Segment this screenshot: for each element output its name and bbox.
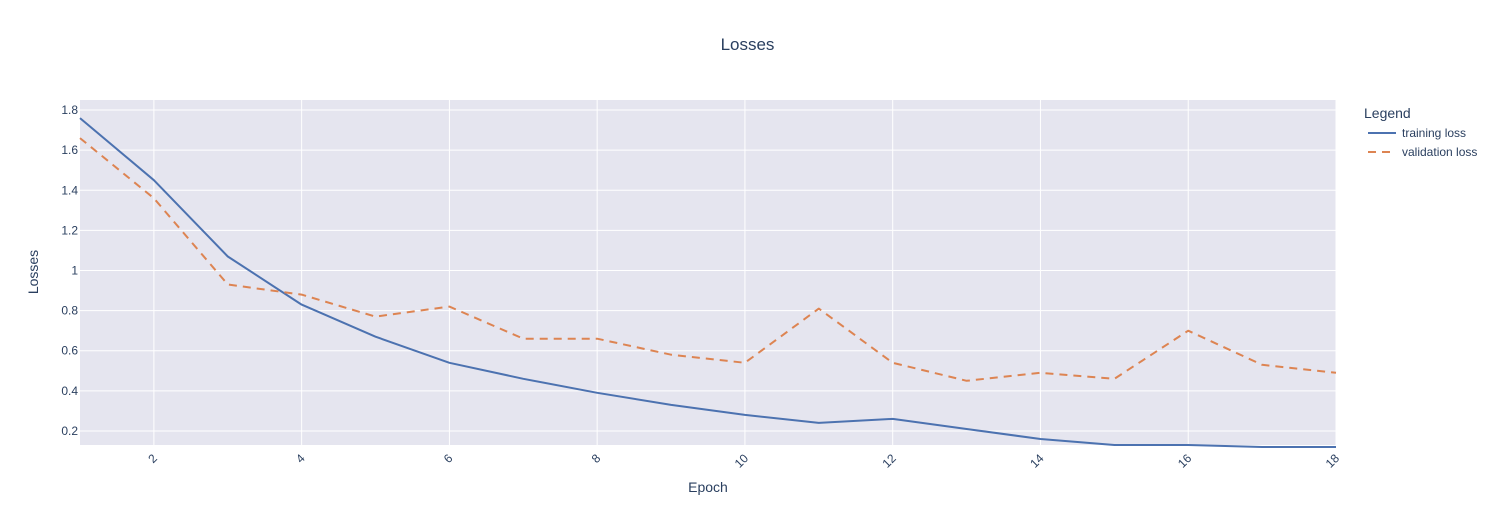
x-tick-label: 14 (1027, 451, 1047, 471)
y-tick-label: 1.4 (61, 183, 78, 197)
x-tick-label: 10 (732, 451, 752, 471)
x-gridlines (153, 100, 1337, 445)
x-tick-label: 16 (1175, 451, 1195, 471)
plot-area (80, 100, 1336, 445)
y-tick-label: 1 (71, 263, 78, 277)
series-line-validation-loss (79, 137, 1337, 382)
legend-title: Legend (1364, 105, 1411, 121)
y-tick-label: 1.6 (61, 143, 78, 157)
series-line-training-loss (79, 117, 1336, 448)
x-axis-ticks: 2 4 6 8 10 12 14 16 18 (145, 451, 1342, 471)
y-gridlines (80, 109, 1336, 432)
y-tick-label: 1.8 (61, 103, 78, 117)
legend-item-label: validation loss (1402, 145, 1477, 159)
y-tick-label: 0.8 (61, 304, 78, 318)
x-tick-label: 12 (879, 451, 899, 471)
x-tick-label: 4 (293, 451, 308, 466)
y-tick-label: 1.2 (61, 223, 78, 237)
y-axis-ticks: 0.2 0.4 0.6 0.8 1 1.2 1.4 1.6 1.8 (61, 103, 78, 438)
y-tick-label: 0.4 (61, 384, 78, 398)
y-axis-title: Losses (25, 250, 41, 294)
x-axis-title: Epoch (688, 479, 728, 495)
series-lines (79, 117, 1337, 448)
legend-item-label: training loss (1402, 126, 1466, 140)
legend: Legend training loss validation loss (1364, 105, 1477, 159)
x-tick-label: 6 (441, 451, 456, 466)
chart-title: Losses (721, 35, 775, 54)
x-tick-label: 18 (1323, 451, 1343, 471)
y-tick-label: 0.2 (61, 424, 78, 438)
y-tick-label: 0.6 (61, 344, 78, 358)
x-tick-label: 2 (145, 451, 160, 466)
x-tick-label: 8 (589, 451, 604, 466)
